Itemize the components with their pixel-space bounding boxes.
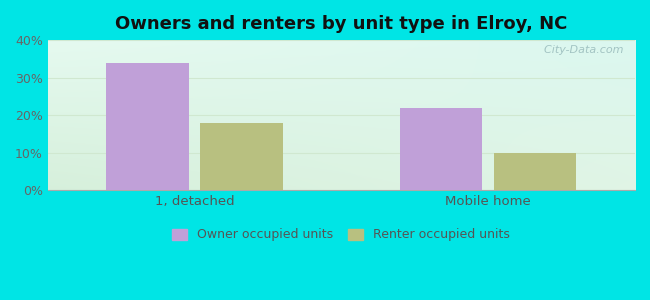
- Title: Owners and renters by unit type in Elroy, NC: Owners and renters by unit type in Elroy…: [115, 15, 567, 33]
- Bar: [200, 123, 283, 190]
- Bar: [107, 63, 188, 190]
- Legend: Owner occupied units, Renter occupied units: Owner occupied units, Renter occupied un…: [167, 224, 515, 246]
- Text: City-Data.com: City-Data.com: [537, 45, 623, 55]
- Bar: [494, 153, 577, 190]
- Bar: [400, 108, 482, 190]
